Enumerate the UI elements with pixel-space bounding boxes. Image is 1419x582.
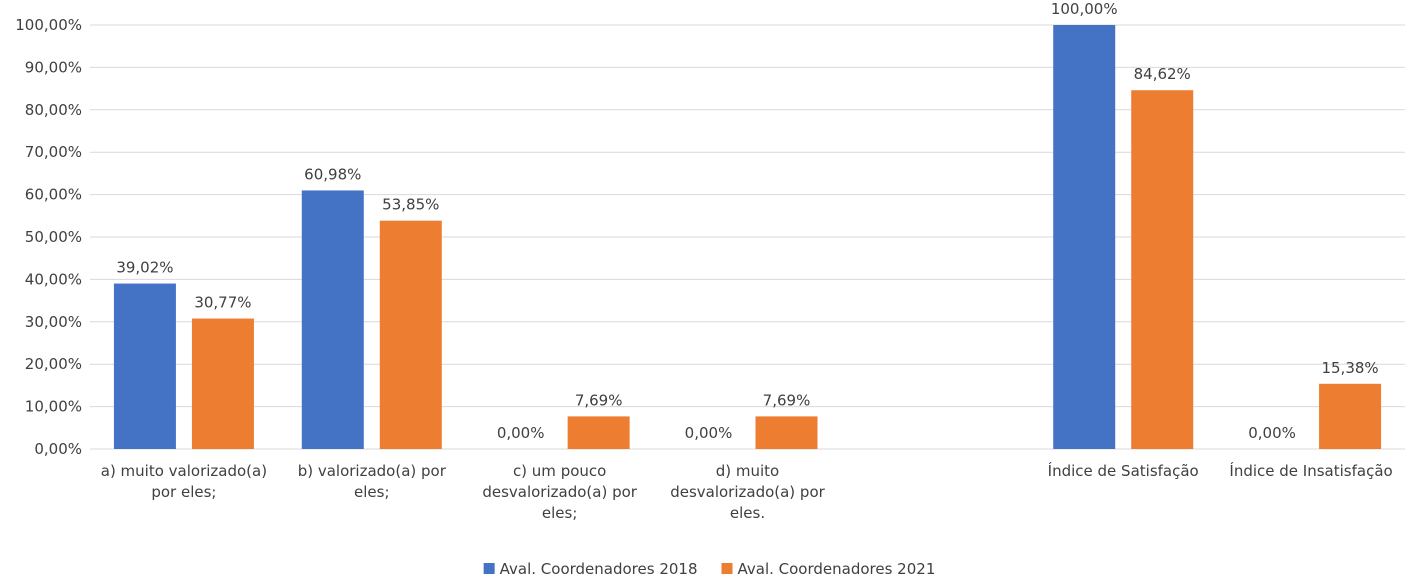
y-tick-label: 50,00% [25,228,82,246]
bar [755,416,818,449]
bar [1131,90,1194,450]
legend-item: Aval. Coordenadores 2018 [483,560,698,578]
y-tick-label: 0,00% [34,440,82,458]
legend-item: Aval. Coordenadores 2021 [721,560,936,578]
y-tick-label: 20,00% [25,355,82,373]
legend-label: Aval. Coordenadores 2018 [500,560,698,578]
legend-swatch [721,563,733,574]
data-label: 60,98% [304,165,361,183]
bar-marks [113,25,1382,450]
y-tick-label: 10,00% [25,398,82,416]
x-axis-category-labels: a) muito valorizado(a) por eles; b) valori… [101,461,1393,522]
bar [191,318,254,449]
data-label: 15,38% [1321,359,1378,377]
data-label: 0,00% [685,424,733,442]
legend-swatch [483,563,495,574]
y-tick-label: 70,00% [25,143,82,161]
data-label: 0,00% [497,424,545,442]
data-label: 39,02% [116,259,173,277]
bar [1053,25,1116,449]
data-label: 7,69% [575,391,623,409]
y-tick-label: 40,00% [25,270,82,288]
data-label: 0,00% [1248,424,1296,442]
x-category-label: Índice de Satisfação [1048,461,1199,480]
data-label: 100,00% [1051,0,1118,18]
y-tick-label: 80,00% [25,101,82,119]
grid-lines [90,24,1405,450]
y-tick-label: 60,00% [25,186,82,204]
x-category-label: Índice de Insatisfação [1229,461,1392,480]
data-label: 84,62% [1134,65,1191,83]
y-tick-label: 100,00% [15,16,82,34]
x-category-label: a) muito valorizado(a) por eles; [101,462,267,501]
bar [301,190,364,449]
bar [1319,383,1382,449]
data-labels: 39,02% 30,77% 60,98% 53,85% 0,00% 7,69% 0,00% 7… [116,0,1378,442]
bar [567,416,630,449]
x-category-label: b) valorizado(a) por eles; [298,462,447,501]
legend-label: Aval. Coordenadores 2021 [738,560,936,578]
y-axis-tick-labels: 0,00% 10,00% 20,00% 30,00% 40,00% 50,00% 60,00… [15,16,82,458]
legend: Aval. Coordenadores 2018 Aval. Coordenado… [483,560,936,578]
y-tick-label: 90,00% [25,58,82,76]
bar [113,283,176,449]
data-label: 30,77% [194,294,251,312]
data-label: 7,69% [763,391,811,409]
bar [379,220,442,449]
x-category-label: c) um pouco desvalorizado(a) por eles; [482,462,637,522]
y-tick-label: 30,00% [25,313,82,331]
x-category-label: d) muito desvalorizado(a) por eles. [670,462,825,522]
data-label: 53,85% [382,196,439,214]
